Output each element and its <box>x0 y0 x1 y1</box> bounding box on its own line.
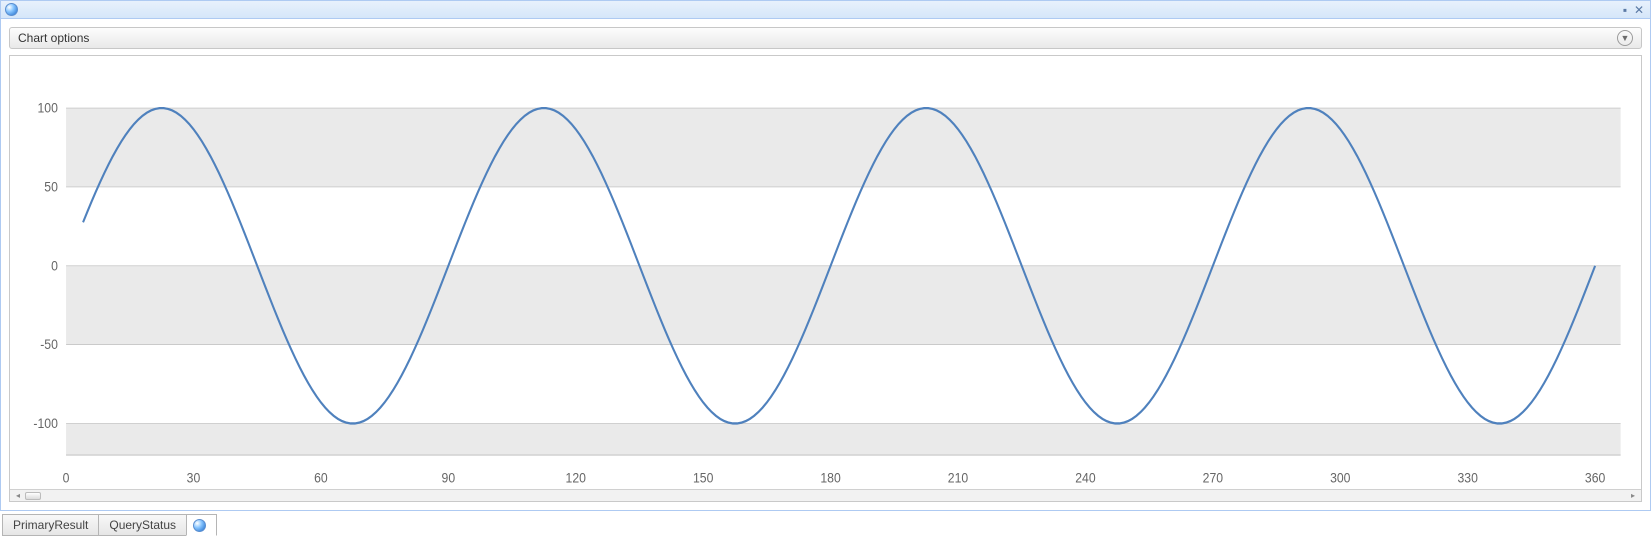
svg-text:360: 360 <box>1585 470 1605 486</box>
svg-text:0: 0 <box>63 470 70 486</box>
chart-options-bar[interactable]: Chart options ▼ <box>9 27 1642 49</box>
svg-text:100: 100 <box>38 100 58 116</box>
panel-client: Chart options ▼ -100 -50 0 50 100 0 30 60 90 120 1… <box>0 19 1651 511</box>
svg-text:90: 90 <box>442 470 456 486</box>
svg-text:120: 120 <box>566 470 586 486</box>
result-tabs: PrimaryResult QueryStatus <box>0 511 1651 536</box>
svg-text:-50: -50 <box>40 337 58 353</box>
svg-text:0: 0 <box>51 258 58 274</box>
svg-text:300: 300 <box>1330 470 1350 486</box>
svg-text:330: 330 <box>1458 470 1478 486</box>
svg-text:270: 270 <box>1203 470 1223 486</box>
scroll-left-icon[interactable]: ◂ <box>13 491 23 501</box>
svg-text:210: 210 <box>948 470 968 486</box>
chart-options-label: Chart options <box>18 31 89 45</box>
svg-text:50: 50 <box>44 179 58 195</box>
panel-titlebar: ▪ ✕ <box>0 0 1651 19</box>
tab-primaryresult[interactable]: PrimaryResult <box>2 514 99 536</box>
svg-text:240: 240 <box>1075 470 1095 486</box>
options-expand-icon[interactable]: ▼ <box>1617 30 1633 46</box>
scroll-right-icon[interactable]: ▸ <box>1628 491 1638 501</box>
svg-text:30: 30 <box>187 470 201 486</box>
app-icon <box>5 3 18 16</box>
chart-container: -100 -50 0 50 100 0 30 60 90 120 150 180 210 240 270 30… <box>9 55 1642 502</box>
chart-horizontal-scrollbar[interactable]: ◂ ▸ <box>10 489 1641 501</box>
tab-label: QueryStatus <box>109 518 176 532</box>
svg-text:180: 180 <box>820 470 840 486</box>
pin-icon[interactable]: ▪ <box>1618 3 1632 17</box>
svg-text:60: 60 <box>314 470 328 486</box>
svg-text:150: 150 <box>693 470 713 486</box>
line-chart: -100 -50 0 50 100 0 30 60 90 120 150 180 210 240 270 30… <box>10 56 1641 489</box>
tab-querystatus[interactable]: QueryStatus <box>98 514 187 536</box>
close-icon[interactable]: ✕ <box>1632 3 1646 17</box>
tab-label: PrimaryResult <box>13 518 88 532</box>
svg-text:-100: -100 <box>33 415 57 431</box>
chart-tab-icon <box>193 519 206 532</box>
tab-chart[interactable] <box>186 514 217 536</box>
scroll-track[interactable] <box>25 492 1626 500</box>
